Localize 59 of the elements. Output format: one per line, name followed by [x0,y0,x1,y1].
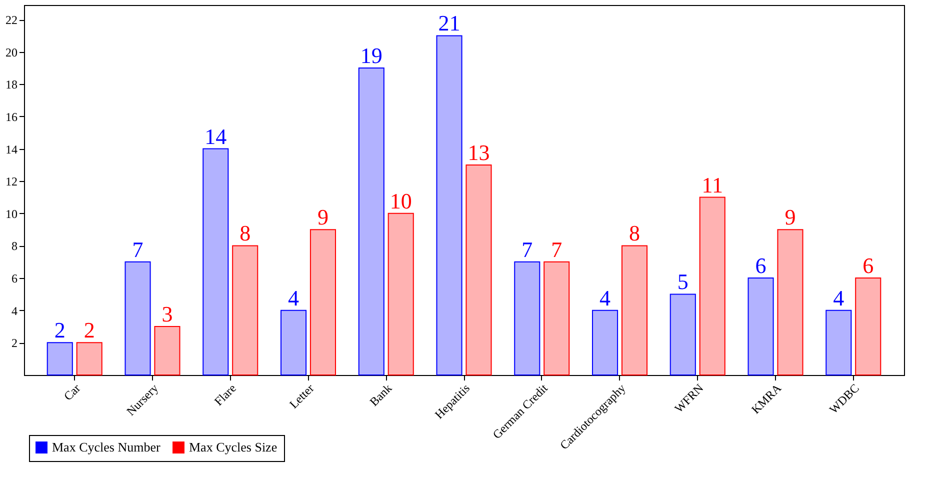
data-label: 4 [833,285,844,310]
x-tick-label: Flare [212,381,239,408]
y-tick-label: 8 [12,239,18,254]
data-label: 14 [204,124,227,149]
bar [748,278,774,376]
bar [855,278,882,376]
data-label: 6 [755,253,766,278]
y-tick-label: 18 [6,78,18,92]
bar [466,164,492,376]
bar [777,229,804,376]
legend-label: Max Cycles Number [52,440,161,455]
bar [358,68,384,376]
bar [436,35,462,376]
bar [544,261,570,376]
y-tick-label: 22 [6,13,18,28]
bar [621,245,648,376]
y-tick-label: 16 [6,110,18,124]
y-tick-label: 10 [6,206,18,221]
y-tick-label: 2 [12,336,18,350]
data-label: 9 [784,204,796,230]
data-label: 2 [84,318,95,343]
bar [232,245,258,376]
bar [154,326,180,376]
data-label: 4 [600,285,611,310]
bar [124,261,151,376]
bar [699,196,726,376]
bar [46,342,73,376]
legend-label: Max Cycles Size [189,440,278,455]
bar [592,310,618,376]
y-tick-label: 20 [6,45,18,60]
data-label: 4 [288,285,300,310]
data-label: 7 [522,236,533,262]
data-label: 2 [54,318,66,343]
data-label: 7 [551,236,562,262]
data-label: 7 [132,236,144,262]
y-tick-label: 4 [12,304,18,318]
bar [280,310,307,376]
bar [388,212,414,376]
y-tick-label: 6 [12,272,18,286]
bar [514,261,540,376]
bar [670,294,696,376]
data-label: 8 [240,220,251,246]
bar [310,229,336,376]
data-label: 21 [438,10,460,36]
data-label: 10 [390,188,412,214]
data-label: 6 [862,253,874,278]
data-label: 19 [360,43,382,68]
data-label: 3 [162,302,173,327]
x-tick-label: Car [60,381,84,404]
data-label: 11 [702,172,723,198]
bar [826,310,852,376]
data-label: 5 [677,269,688,294]
y-tick-label: 12 [6,174,18,189]
data-label: 13 [468,140,490,165]
bar [76,342,102,376]
bar [202,148,229,376]
data-label: 8 [628,220,640,246]
data-label: 9 [317,204,328,230]
y-tick-label: 14 [6,142,18,156]
